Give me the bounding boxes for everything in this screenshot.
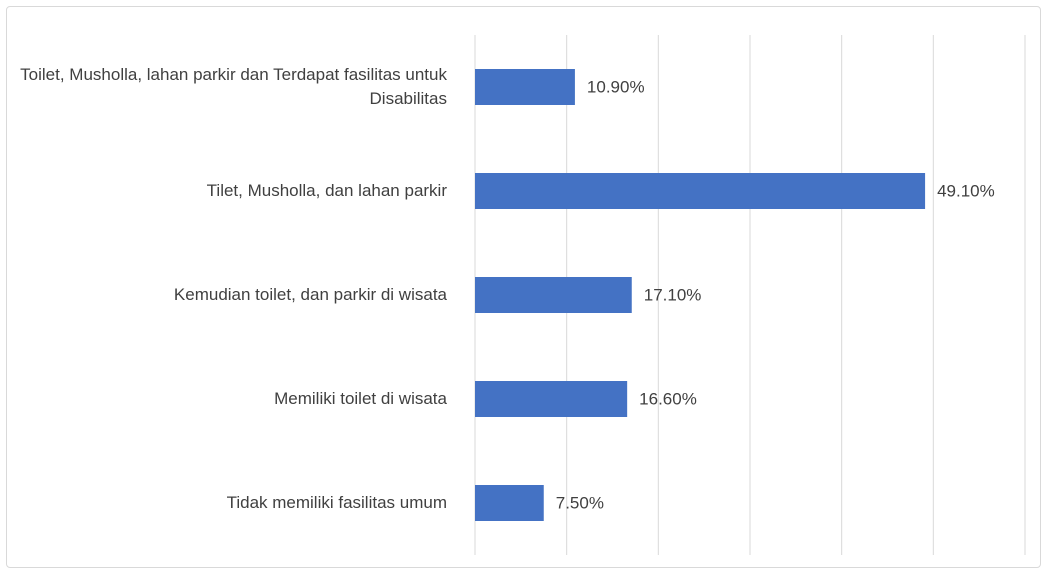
data-label: 10.90% xyxy=(587,77,645,96)
category-label: Tilet, Musholla, dan lahan parkir xyxy=(206,181,447,200)
data-label: 16.60% xyxy=(639,389,697,408)
category-label: Memiliki toilet di wisata xyxy=(274,389,447,408)
bar xyxy=(475,277,632,313)
bar xyxy=(475,173,926,209)
bar xyxy=(475,381,628,417)
category-label: Toilet, Musholla, lahan parkir dan Terda… xyxy=(20,65,447,108)
data-label: 49.10% xyxy=(937,181,995,200)
category-label: Tidak memiliki fasilitas umum xyxy=(226,493,447,512)
category-label: Kemudian toilet, dan parkir di wisata xyxy=(173,285,447,304)
data-label: 7.50% xyxy=(556,493,604,512)
bar xyxy=(475,69,575,105)
bar xyxy=(475,485,544,521)
data-label: 17.10% xyxy=(644,285,702,304)
chart-frame xyxy=(6,6,1041,568)
